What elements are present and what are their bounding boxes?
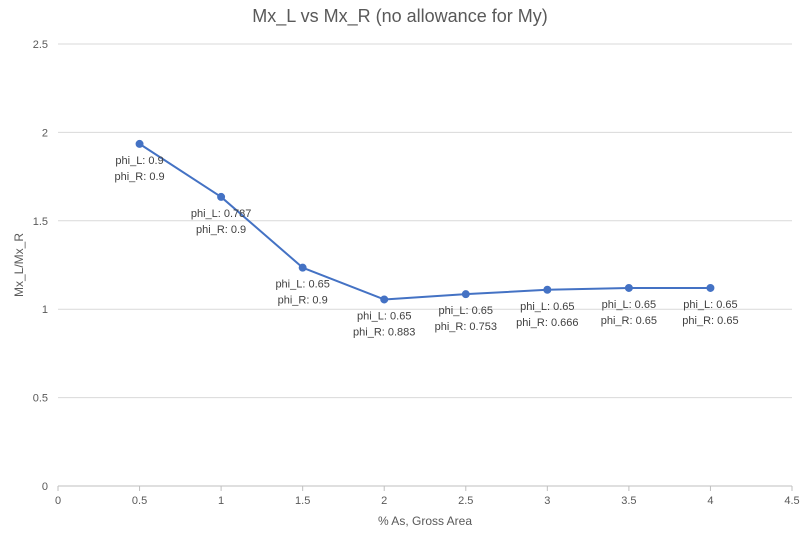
data-label: phi_R: 0.9	[278, 295, 328, 307]
data-label: phi_R: 0.65	[682, 315, 738, 327]
data-label: phi_L: 0.787	[191, 208, 252, 220]
x-axis-title: % As, Gross Area	[377, 514, 473, 528]
data-point	[135, 139, 144, 148]
chart-title: Mx_L vs Mx_R (no allowance for My)	[252, 6, 548, 26]
axes: 0 0.5 1 1.5 2 2.5 0 0.5 1 1.5 2 2.5 3 3.5 4 4.5	[33, 39, 800, 507]
y-tick-label: 2.5	[33, 39, 48, 51]
data-point	[298, 263, 307, 272]
data-label: phi_L: 0.65	[602, 299, 656, 311]
series-layer	[135, 139, 715, 304]
x-tick-label: 4	[707, 495, 713, 507]
data-point	[217, 192, 226, 201]
x-tick-label: 2	[381, 495, 387, 507]
data-label: phi_L: 0.65	[439, 305, 493, 317]
series-line	[139, 143, 711, 301]
gridlines	[58, 43, 792, 399]
x-tick-label: 0.5	[132, 495, 147, 507]
data-point	[706, 283, 715, 292]
data-label: phi_R: 0.753	[435, 321, 497, 333]
data-label: phi_L: 0.65	[275, 279, 329, 291]
x-tick-label: 2.5	[458, 495, 473, 507]
x-tick-label: 1.5	[295, 495, 310, 507]
y-tick-label: 0	[42, 481, 48, 493]
data-label: phi_L: 0.9	[115, 155, 163, 167]
x-tick-label: 3	[544, 495, 550, 507]
data-label: phi_R: 0.9	[196, 224, 246, 236]
x-tick-label: 0	[55, 495, 61, 507]
y-axis-title: Mx_L/Mx_R	[12, 232, 26, 298]
y-tick-label: 1	[42, 304, 48, 316]
data-label: phi_L: 0.65	[683, 299, 737, 311]
x-tick-label: 3.5	[621, 495, 636, 507]
data-labels: phi_L: 0.9 phi_R: 0.9 phi_L: 0.787 phi_R: 0…	[114, 155, 738, 339]
data-label: phi_R: 0.9	[114, 171, 164, 183]
data-point	[624, 283, 633, 292]
y-tick-label: 0.5	[33, 393, 48, 405]
data-label: phi_R: 0.65	[601, 315, 657, 327]
data-label: phi_L: 0.65	[520, 301, 574, 313]
data-label: phi_L: 0.65	[357, 310, 411, 322]
y-tick-label: 1.5	[33, 216, 48, 228]
x-tick-label: 4.5	[784, 495, 799, 507]
data-point	[461, 290, 470, 299]
y-tick-label: 2	[42, 127, 48, 139]
data-point	[380, 295, 389, 304]
x-tick-label: 1	[218, 495, 224, 507]
data-point	[543, 285, 552, 294]
data-label: phi_R: 0.666	[516, 317, 578, 329]
data-label: phi_R: 0.883	[353, 326, 415, 338]
